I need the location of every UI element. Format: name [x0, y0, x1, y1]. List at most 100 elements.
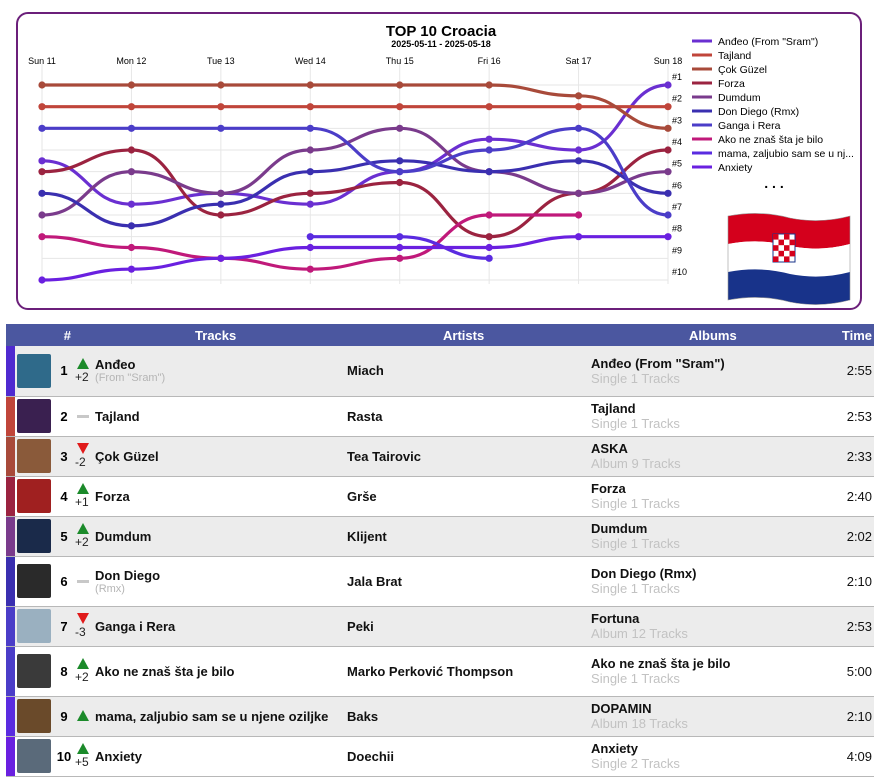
data-point [306, 103, 314, 111]
album-title[interactable]: Ako ne znaš šta je bilo [591, 656, 731, 671]
track-title[interactable]: mama, zaljubio sam se u njene oziljke [95, 708, 329, 724]
album-title[interactable]: Don Diego (Rmx) [591, 566, 697, 581]
data-point [485, 243, 493, 252]
x-tick-label: Mon 12 [116, 56, 146, 66]
album-title[interactable]: Anxiety [591, 741, 638, 756]
change-value: +1 [75, 495, 89, 509]
album-cover[interactable] [17, 353, 51, 388]
album-cover[interactable] [17, 519, 51, 553]
trend-same-icon [77, 579, 90, 583]
album-cover[interactable] [17, 439, 51, 473]
data-point [127, 265, 136, 273]
table-row[interactable]: 2 Tajland Rasta Tajland Single 1 Tracks … [6, 396, 875, 436]
data-point [396, 178, 404, 187]
data-point [127, 243, 136, 252]
artist-name[interactable]: Rasta [347, 408, 383, 424]
rank-number: 1 [60, 363, 68, 379]
series-line [40, 159, 670, 228]
artist-name[interactable]: Miach [347, 363, 384, 379]
track-title[interactable]: Anxiety [95, 748, 142, 764]
table-row[interactable]: 6 Don Diego (Rmx) Jala Brat Don Diego (R… [6, 556, 875, 606]
data-point [217, 124, 225, 132]
legend-entry: Forza [718, 78, 745, 90]
artist-name[interactable]: Grše [347, 488, 377, 504]
artist-name[interactable]: Baks [347, 708, 379, 724]
artist-cell: Jala Brat [343, 556, 591, 606]
track-title[interactable]: Anđeo [95, 357, 136, 373]
album-info: Single 1 Tracks [591, 671, 680, 686]
artist-name[interactable]: Klijent [347, 528, 387, 544]
track-title[interactable]: Forza [95, 488, 130, 504]
artist-cell: Klijent [343, 516, 591, 556]
rank-change: -3 [75, 606, 93, 646]
album-title[interactable]: DOPAMIN [591, 701, 652, 716]
croatia-flag-icon [727, 213, 851, 305]
track-duration: 4:09 [846, 748, 873, 764]
album-title[interactable]: ASKA [591, 441, 628, 456]
data-point [574, 124, 583, 132]
track-title[interactable]: Dumdum [95, 528, 152, 544]
header-time[interactable]: Time [841, 327, 873, 343]
track-duration: 2:10 [846, 573, 873, 589]
album-title[interactable]: Forza [591, 481, 626, 496]
header-albums[interactable]: Albums [689, 327, 737, 343]
track-title[interactable]: Ganga i Rera [95, 618, 176, 634]
artist-name[interactable]: Doechii [347, 748, 394, 764]
data-point [127, 200, 136, 208]
table-row[interactable]: 4 +1 Forza Grše Forza Single 1 Tracks 2:… [6, 476, 875, 516]
data-point [485, 103, 493, 111]
artist-cell: Rasta [343, 396, 591, 436]
data-point [485, 254, 493, 262]
album-cover[interactable] [17, 564, 51, 598]
album-info: Single 1 Tracks [591, 581, 680, 596]
album-cover[interactable] [17, 609, 51, 643]
trend-up-icon [77, 357, 90, 369]
legend-entry: Anxiety [718, 162, 753, 174]
album-cover[interactable] [17, 699, 51, 733]
album-cover[interactable] [17, 739, 51, 773]
trend-up-icon [77, 743, 90, 754]
rank-line-chart: Sun 11 Mon 12 Tue 13 Wed 14 Thu 15 Fri 16 Sat … [28, 23, 854, 305]
track-title[interactable]: Çok Güzel [95, 448, 159, 464]
track-title[interactable]: Ako ne znaš šta je bilo [95, 663, 235, 679]
track-title[interactable]: Don Diego [95, 567, 161, 583]
rank-change [75, 696, 93, 736]
track-cell: Don Diego (Rmx) [93, 556, 343, 606]
album-title[interactable]: Tajland [591, 401, 636, 416]
album-cell: Anđeo (From "Sram") Single 1 Tracks [591, 346, 785, 396]
track-duration: 2:40 [846, 488, 873, 504]
header-artists[interactable]: Artists [443, 327, 485, 343]
artist-name[interactable]: Tea Tairovic [347, 448, 421, 464]
album-title[interactable]: Fortuna [591, 611, 640, 626]
album-cover[interactable] [17, 654, 51, 688]
table-row[interactable]: 9 mama, zaljubio sam se u njene oziljke … [6, 696, 875, 736]
data-point [38, 276, 46, 284]
trend-down-icon [77, 443, 90, 454]
album-info: Album 12 Tracks [591, 626, 688, 641]
legend-entry: Anđeo (From "Sram") [718, 36, 818, 48]
table-row[interactable]: 1 +2 Anđeo (From "Sram") Miach Anđeo (Fr… [6, 346, 875, 396]
track-duration: 2:10 [846, 708, 873, 724]
table-row[interactable]: 8 +2 Ako ne znaš šta je bilo Marko Perko… [6, 646, 875, 696]
table-row[interactable]: 10 +5 Anxiety Doechii Anxiety Single 2 T… [6, 736, 875, 776]
data-point [306, 146, 314, 154]
album-cover[interactable] [17, 479, 51, 513]
track-duration: 2:02 [846, 528, 873, 544]
table-row[interactable]: 5 +2 Dumdum Klijent Dumdum Single 1 Trac… [6, 516, 875, 556]
album-title[interactable]: Anđeo (From "Sram") [591, 355, 725, 371]
data-point [306, 200, 314, 208]
rank-tick-label: #3 [672, 115, 682, 125]
album-cover[interactable] [17, 399, 51, 433]
table-row[interactable]: 3 -2 Çok Güzel Tea Tairovic ASKA Album 9… [6, 436, 875, 476]
x-tick-label: Sun 18 [654, 56, 683, 66]
legend-entry: Tajland [718, 50, 751, 62]
table-row[interactable]: 7 -3 Ganga i Rera Peki Fortuna Album 12 … [6, 606, 875, 646]
track-title[interactable]: Tajland [95, 408, 140, 424]
header-tracks[interactable]: Tracks [195, 327, 237, 343]
artist-name[interactable]: Marko Perković Thompson [347, 663, 514, 679]
data-point [664, 103, 672, 111]
artist-name[interactable]: Jala Brat [347, 573, 402, 589]
artist-name[interactable]: Peki [347, 618, 374, 634]
data-point [306, 233, 314, 241]
album-title[interactable]: Dumdum [591, 521, 648, 536]
